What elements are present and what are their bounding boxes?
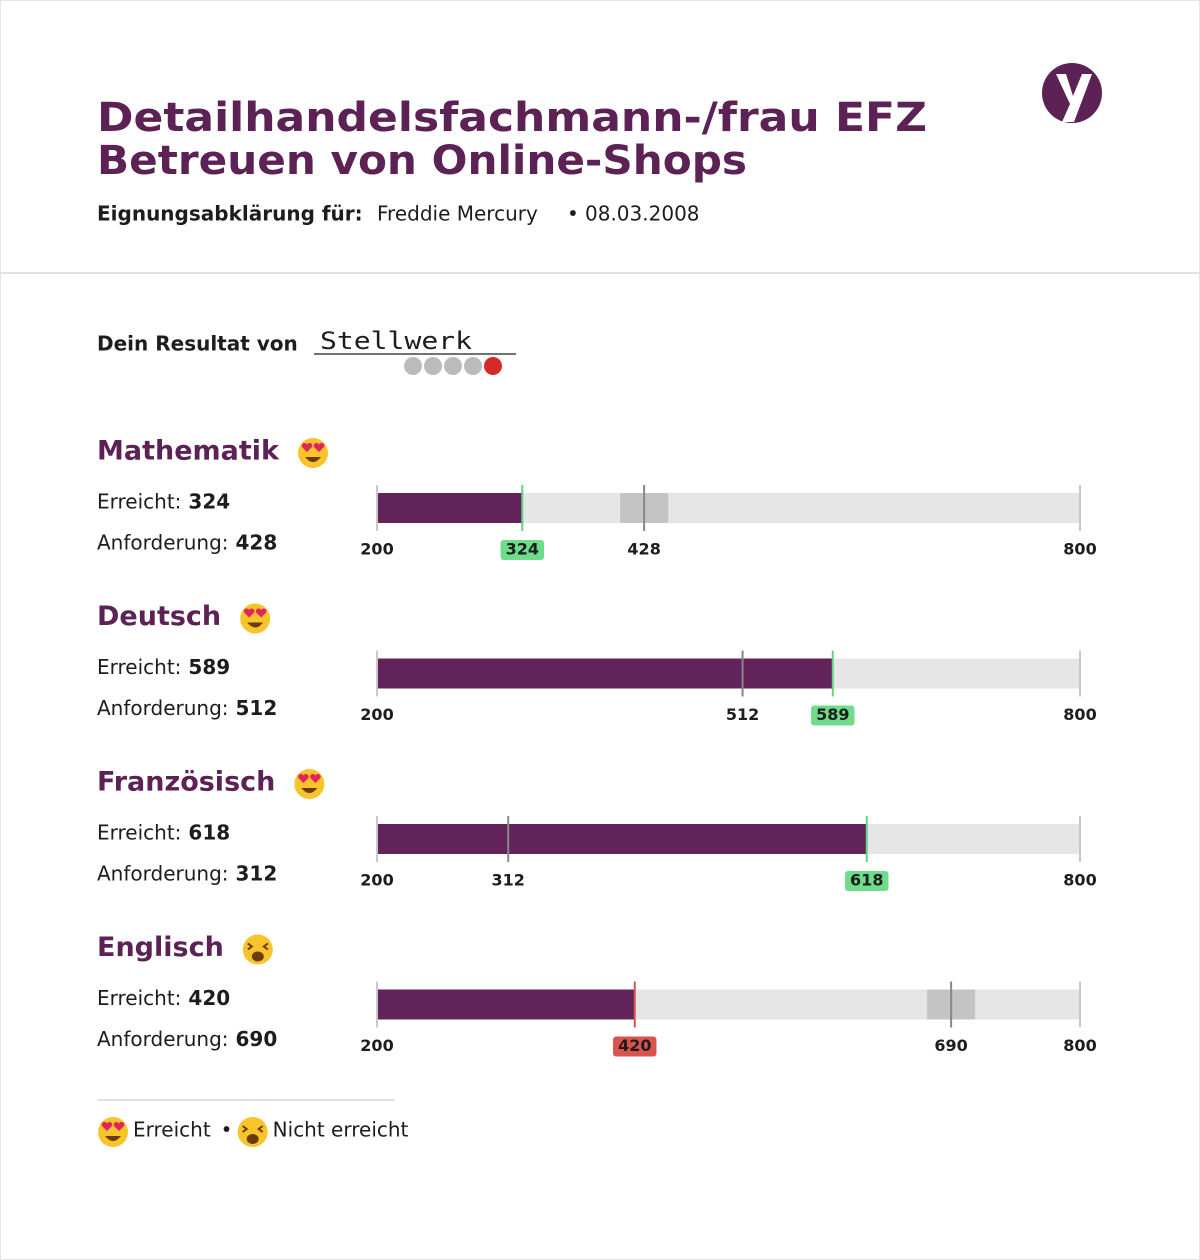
achieved-badge	[811, 705, 855, 726]
required-value: 512	[236, 696, 278, 720]
achieved-tick-label: 420	[618, 1036, 651, 1055]
required-value: 690	[236, 1027, 278, 1051]
emoji-heart	[101, 1121, 113, 1131]
status-emoji	[98, 1117, 128, 1147]
achieved-value: 420	[188, 986, 230, 1010]
emoji-face	[237, 1117, 268, 1147]
required-value: 428	[236, 531, 278, 555]
status-emoji	[294, 769, 325, 799]
emoji-mouth	[247, 622, 264, 628]
emoji-heart	[313, 442, 325, 452]
achieved-tick-label: 618	[850, 871, 883, 890]
achieved-badge	[845, 871, 889, 891]
scale-label: 800	[1063, 871, 1096, 890]
required-label: Anforderung:	[97, 862, 229, 886]
required-value: 312	[236, 862, 278, 886]
achieved-badge	[613, 1036, 657, 1057]
emoji-face	[240, 603, 271, 634]
required-tick-label: 690	[934, 1036, 967, 1055]
emoji-eye	[262, 942, 269, 951]
scale-label: 200	[360, 540, 393, 559]
subject-name: Deutsch	[97, 601, 221, 632]
required-tick-label: 312	[492, 871, 525, 890]
subject-name: Mathematik	[97, 436, 280, 467]
status-emoji	[242, 934, 273, 965]
scale-label: 200	[360, 705, 393, 724]
emoji-heart	[298, 773, 309, 783]
achieved-bar	[377, 989, 635, 1020]
subject-name: Französisch	[97, 767, 275, 798]
achieved-value: 618	[188, 821, 230, 845]
emoji-eye	[247, 942, 254, 951]
status-emoji	[298, 438, 328, 468]
achieved-tick-label: 589	[816, 705, 849, 724]
emoji-eye	[257, 1125, 264, 1133]
achieved-bar	[377, 493, 523, 523]
achieved-label: Erreicht:	[97, 821, 181, 845]
scale-label: 200	[360, 1036, 393, 1055]
achieved-badge	[500, 540, 544, 560]
brand-logo	[1042, 63, 1102, 123]
achieved-label: Erreicht:	[97, 490, 181, 514]
status-emoji	[237, 1117, 268, 1147]
separator: •	[567, 202, 579, 226]
emoji-face	[294, 769, 325, 799]
provider-dots	[314, 353, 516, 375]
required-label: Anforderung:	[97, 531, 229, 555]
required-tick-label: 428	[627, 540, 660, 559]
result-label: Dein Resultat von	[97, 332, 298, 356]
scale-label: 800	[1063, 540, 1096, 559]
emoji-mouth	[105, 1136, 121, 1141]
subtitle-label: Eignungsabklärung für:	[97, 202, 363, 226]
provider-logo: Stellwerk	[320, 327, 473, 355]
required-tick-label: 512	[726, 705, 759, 724]
emoji-eye	[242, 1125, 249, 1133]
emoji-mouth	[246, 1134, 259, 1144]
achieved-label: Erreicht:	[97, 986, 181, 1010]
subject-name: Englisch	[97, 932, 224, 963]
legend-label: Erreicht	[133, 1118, 211, 1142]
scale-label: 800	[1063, 705, 1096, 724]
title-line: Detailhandelsfachmann-/frau EFZ	[97, 95, 927, 141]
emoji-mouth	[251, 951, 264, 962]
scale-label: 200	[360, 871, 393, 890]
emoji-heart	[301, 442, 313, 452]
required-label: Anforderung:	[97, 1027, 229, 1051]
emoji-face	[98, 1117, 128, 1147]
scale-label: 800	[1063, 1036, 1096, 1055]
achieved-value: 324	[188, 490, 230, 514]
emoji-heart	[255, 608, 267, 618]
legend-label: Nicht erreicht	[273, 1118, 409, 1142]
achieved-bar	[377, 658, 833, 689]
achieved-value: 589	[188, 655, 230, 679]
legend-separator: •	[221, 1118, 233, 1142]
emoji-heart	[113, 1121, 125, 1131]
status-emoji	[240, 603, 271, 634]
emoji-face	[298, 438, 328, 468]
emoji-heart	[310, 773, 321, 783]
date: 08.03.2008	[585, 202, 700, 226]
person-name: Freddie Mercury	[377, 202, 538, 226]
emoji-heart	[243, 608, 255, 618]
achieved-tick-label: 324	[506, 540, 539, 559]
emoji-face	[242, 934, 273, 965]
title-line: Betreuen von Online-Shops	[97, 138, 747, 184]
emoji-mouth	[305, 457, 321, 462]
achieved-label: Erreicht:	[97, 655, 181, 679]
achieved-bar	[377, 824, 867, 854]
required-label: Anforderung:	[97, 696, 229, 720]
emoji-mouth	[301, 788, 318, 793]
